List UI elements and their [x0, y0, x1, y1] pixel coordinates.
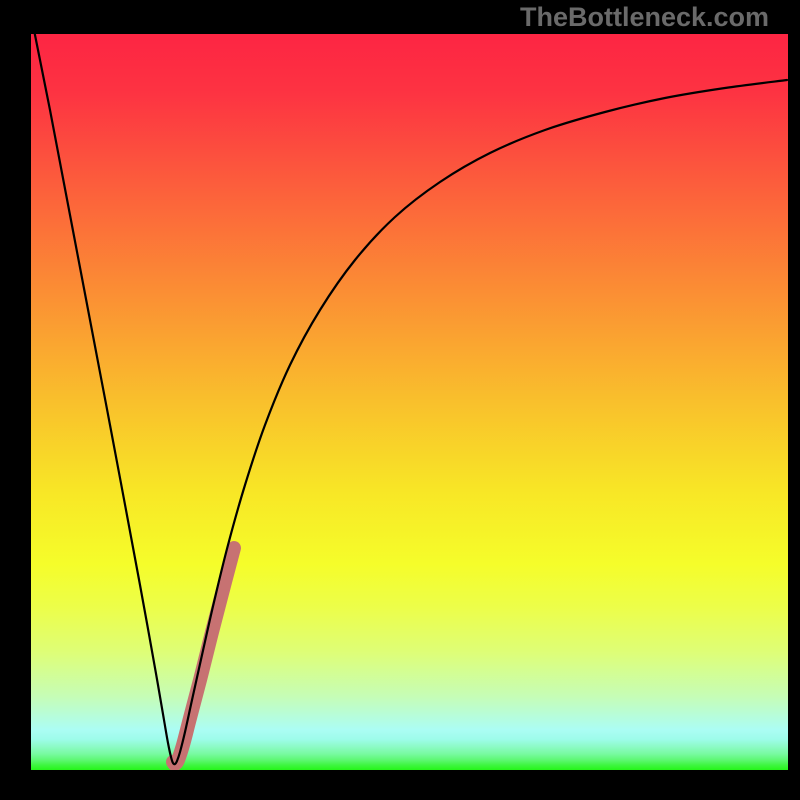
watermark-text: TheBottleneck.com — [520, 2, 769, 33]
frame-border-bottom — [0, 770, 800, 800]
frame-border-right — [788, 0, 800, 800]
chart-container: TheBottleneck.com — [0, 0, 800, 800]
frame-border-left — [0, 0, 31, 800]
accent-segment — [173, 548, 234, 764]
curve-layer — [0, 0, 800, 800]
main-curve — [34, 30, 787, 764]
